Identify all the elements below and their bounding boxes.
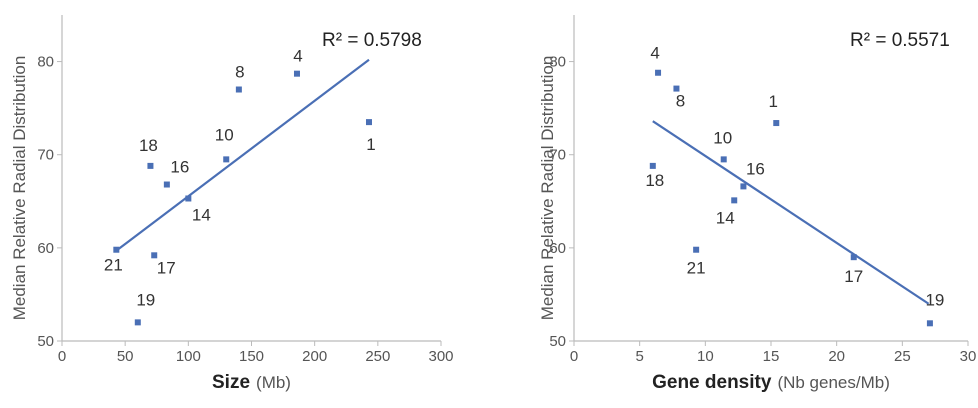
x-tick-label: 50 bbox=[117, 348, 134, 365]
y-tick-label: 80 bbox=[37, 54, 54, 71]
x-tick-label: 0 bbox=[58, 348, 66, 365]
data-point-chr-8 bbox=[235, 86, 242, 93]
y-tick-label: 80 bbox=[549, 54, 566, 71]
x-axis-label-main: Gene density bbox=[652, 372, 772, 393]
point-label-chr-16: 16 bbox=[746, 159, 765, 178]
x-tick-label: 200 bbox=[302, 348, 327, 365]
data-point-chr-14 bbox=[731, 197, 738, 204]
data-point-chr-16 bbox=[740, 183, 747, 190]
x-tick-label: 30 bbox=[960, 348, 977, 365]
point-label-chr-8: 8 bbox=[676, 92, 685, 111]
point-label-chr-17: 17 bbox=[844, 267, 863, 286]
data-point-chr-1 bbox=[773, 120, 780, 127]
point-label-chr-16: 16 bbox=[170, 158, 189, 177]
x-tick-label: 100 bbox=[176, 348, 201, 365]
x-tick-label: 300 bbox=[428, 348, 453, 365]
data-point-chr-1 bbox=[365, 119, 372, 126]
point-label-chr-17: 17 bbox=[157, 258, 176, 277]
x-tick-label: 20 bbox=[828, 348, 845, 365]
data-point-chr-18 bbox=[147, 162, 154, 169]
data-point-chr-21 bbox=[693, 246, 700, 253]
data-point-chr-19 bbox=[134, 319, 141, 326]
data-point-chr-10 bbox=[720, 156, 727, 163]
point-label-chr-21: 21 bbox=[104, 256, 123, 275]
y-tick-label: 70 bbox=[549, 147, 566, 164]
trendline bbox=[652, 120, 930, 305]
point-label-chr-18: 18 bbox=[645, 171, 664, 190]
data-point-chr-21 bbox=[113, 246, 120, 253]
point-label-chr-18: 18 bbox=[139, 136, 158, 155]
y-tick-label: 50 bbox=[549, 333, 566, 350]
data-point-chr-18 bbox=[649, 162, 656, 169]
point-label-chr-8: 8 bbox=[235, 63, 244, 82]
x-axis-label: Size (Mb) bbox=[212, 372, 291, 393]
data-point-chr-14 bbox=[185, 195, 192, 202]
data-point-chr-17 bbox=[850, 254, 857, 261]
x-tick-label: 0 bbox=[570, 348, 578, 365]
r-squared-annotation: R² = 0.5798 bbox=[322, 30, 422, 51]
x-tick-label: 150 bbox=[239, 348, 264, 365]
data-point-chr-10 bbox=[223, 156, 230, 163]
x-axis-label: Gene density (Nb genes/Mb) bbox=[652, 372, 890, 393]
point-label-chr-14: 14 bbox=[716, 208, 735, 227]
point-label-chr-21: 21 bbox=[687, 259, 706, 278]
data-point-chr-19 bbox=[926, 320, 933, 327]
x-tick-label: 15 bbox=[763, 348, 780, 365]
point-label-chr-10: 10 bbox=[215, 125, 234, 144]
point-label-chr-10: 10 bbox=[713, 128, 732, 147]
y-tick-label: 60 bbox=[37, 240, 54, 257]
x-tick-label: 5 bbox=[635, 348, 643, 365]
x-tick-label: 10 bbox=[697, 348, 714, 365]
data-point-chr-4 bbox=[655, 69, 662, 76]
point-label-chr-4: 4 bbox=[650, 44, 659, 63]
point-label-chr-19: 19 bbox=[925, 290, 944, 309]
y-axis-label: Median Relative Radial Distribution bbox=[538, 56, 557, 321]
x-tick-label: 250 bbox=[365, 348, 390, 365]
point-label-chr-19: 19 bbox=[136, 290, 155, 309]
x-axis-label-unit: (Nb genes/Mb) bbox=[777, 373, 889, 392]
point-label-chr-4: 4 bbox=[293, 47, 302, 66]
x-axis-label-unit: (Mb) bbox=[256, 373, 291, 392]
point-label-chr-14: 14 bbox=[192, 205, 211, 224]
x-axis-label-main: Size bbox=[212, 372, 250, 393]
r-squared-annotation: R² = 0.5571 bbox=[850, 30, 950, 51]
data-point-chr-16 bbox=[163, 181, 170, 188]
y-axis-label: Median Relative Radial Distribution bbox=[10, 56, 29, 321]
trendline bbox=[115, 58, 370, 252]
point-label-chr-1: 1 bbox=[366, 135, 375, 154]
y-tick-label: 50 bbox=[37, 333, 54, 350]
x-tick-label: 25 bbox=[894, 348, 911, 365]
point-label-chr-1: 1 bbox=[769, 92, 778, 111]
data-point-chr-17 bbox=[151, 252, 158, 259]
y-tick-label: 70 bbox=[37, 147, 54, 164]
data-point-chr-4 bbox=[293, 70, 300, 77]
data-point-chr-8 bbox=[673, 85, 680, 92]
y-tick-label: 60 bbox=[549, 240, 566, 257]
